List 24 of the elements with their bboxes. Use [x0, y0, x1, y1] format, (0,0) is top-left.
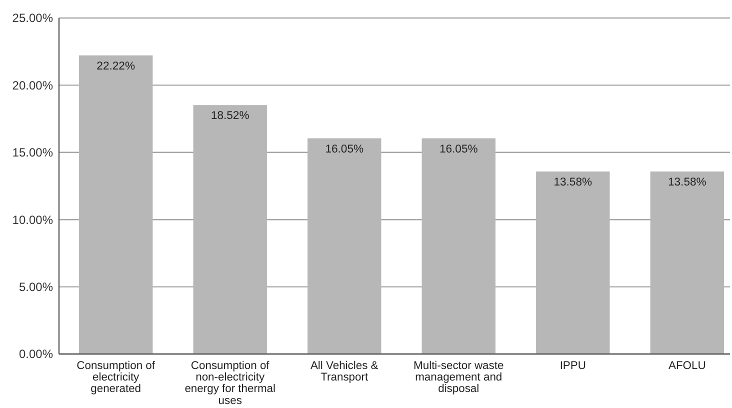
x-tick-label: Consumption of non-electricity energy for thermal uses — [184, 360, 276, 407]
data-label: 22.22% — [96, 60, 136, 72]
data-label: 13.58% — [554, 176, 592, 188]
y-tick-label: 25.00% — [12, 11, 54, 26]
bar — [422, 138, 496, 354]
data-label: 13.58% — [668, 176, 706, 188]
x-tick-label: AFOLU — [668, 360, 706, 372]
bar — [79, 55, 153, 354]
bar — [650, 171, 724, 354]
data-label: 18.52% — [210, 110, 250, 122]
x-tick-label: Consumption of electricity generated — [76, 360, 156, 396]
data-label: 16.05% — [325, 143, 364, 156]
y-tick-label: 5.00% — [18, 280, 54, 294]
x-tick-label: IPPU — [560, 360, 586, 372]
y-tick-label: 15.00% — [12, 146, 54, 160]
bar — [308, 138, 382, 354]
y-tick-label: 10.00% — [12, 212, 54, 227]
y-tick-label: 20.00% — [12, 78, 54, 92]
x-tick-label: Multi-sector waste management and disposal — [414, 360, 504, 396]
x-tick-label: All Vehicles & Transport — [310, 360, 379, 384]
bar — [536, 171, 610, 354]
bar — [193, 105, 267, 354]
y-tick-label: 0.00% — [18, 347, 54, 362]
data-label: 16.05% — [439, 143, 478, 156]
